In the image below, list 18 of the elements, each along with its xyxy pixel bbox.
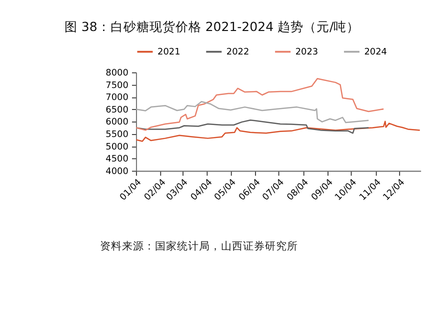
y-tick-label: 8000 xyxy=(106,68,129,78)
y-tick-label: 6500 xyxy=(106,105,129,116)
legend-label: 2024 xyxy=(364,47,388,58)
legend-label: 2021 xyxy=(158,47,180,58)
y-tick-label: 4500 xyxy=(106,154,129,165)
text: 资料来源：国家统计局，山西证券研究所 xyxy=(100,240,298,253)
y-tick-label: 5000 xyxy=(106,142,129,152)
line-series xyxy=(136,101,370,124)
chart-title: 图 38：白砂糖现货价格 2021-2024 趋势（元/吨） xyxy=(64,19,360,34)
legend-label: 2022 xyxy=(226,47,250,58)
y-tick-label: 5500 xyxy=(106,130,129,140)
y-tick-label: 7500 xyxy=(106,80,129,91)
y-tick-label: 6000 xyxy=(106,118,129,128)
line-series xyxy=(136,78,384,131)
y-tick-label: 7000 xyxy=(106,93,129,104)
line-series xyxy=(136,120,420,142)
legend-label: 2023 xyxy=(295,47,318,58)
y-tick-label: 4000 xyxy=(106,166,129,177)
